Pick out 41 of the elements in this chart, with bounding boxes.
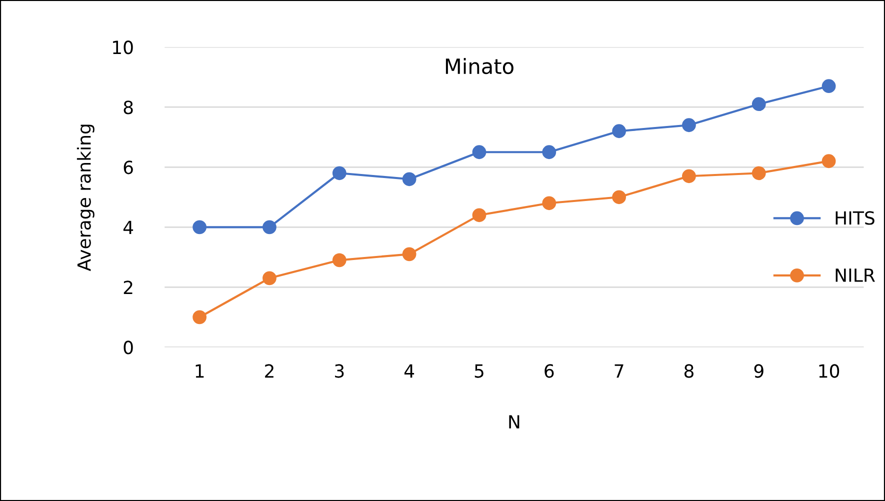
y-tick-label: 2 — [124, 280, 132, 294]
y-tick-label: 10 — [113, 40, 133, 54]
legend-label: NILR — [836, 268, 875, 282]
y-tick-label: 4 — [123, 220, 134, 234]
point — [472, 208, 486, 222]
legend-label: HITS — [836, 211, 874, 225]
x-tick-label: 5 — [474, 364, 484, 378]
point — [752, 166, 766, 180]
y-tick-label: 6 — [124, 160, 133, 174]
x-tick-label: 4 — [404, 364, 414, 378]
x-tick-label: 8 — [684, 364, 694, 378]
point — [822, 154, 836, 168]
point — [192, 310, 207, 324]
x-tick-label: 6 — [544, 364, 554, 378]
point — [682, 169, 696, 184]
x-tick-label: 10 — [819, 364, 840, 378]
x-tick-label: 7 — [614, 364, 624, 378]
point — [262, 271, 276, 286]
y-tick-label: 0 — [124, 340, 133, 354]
point — [262, 220, 276, 234]
point — [612, 190, 626, 204]
x-tick-label: 2 — [265, 364, 274, 378]
x-tick-label: 1 — [196, 364, 204, 378]
point — [332, 166, 346, 180]
chart-title: Minato — [446, 58, 514, 74]
point — [542, 145, 556, 160]
point — [542, 196, 556, 210]
x-tick-label: 3 — [335, 364, 344, 378]
y-axis-title: Average ranking — [76, 124, 94, 272]
x-tick-label: 9 — [754, 364, 764, 378]
x-axis-title: N — [509, 415, 520, 428]
point — [192, 220, 207, 234]
point — [682, 118, 696, 132]
point — [822, 79, 836, 94]
point — [332, 253, 346, 268]
point — [752, 97, 766, 112]
point — [612, 124, 626, 138]
point — [472, 145, 486, 160]
point — [402, 247, 416, 262]
y-tick-label: 8 — [124, 100, 133, 114]
point — [402, 172, 416, 186]
